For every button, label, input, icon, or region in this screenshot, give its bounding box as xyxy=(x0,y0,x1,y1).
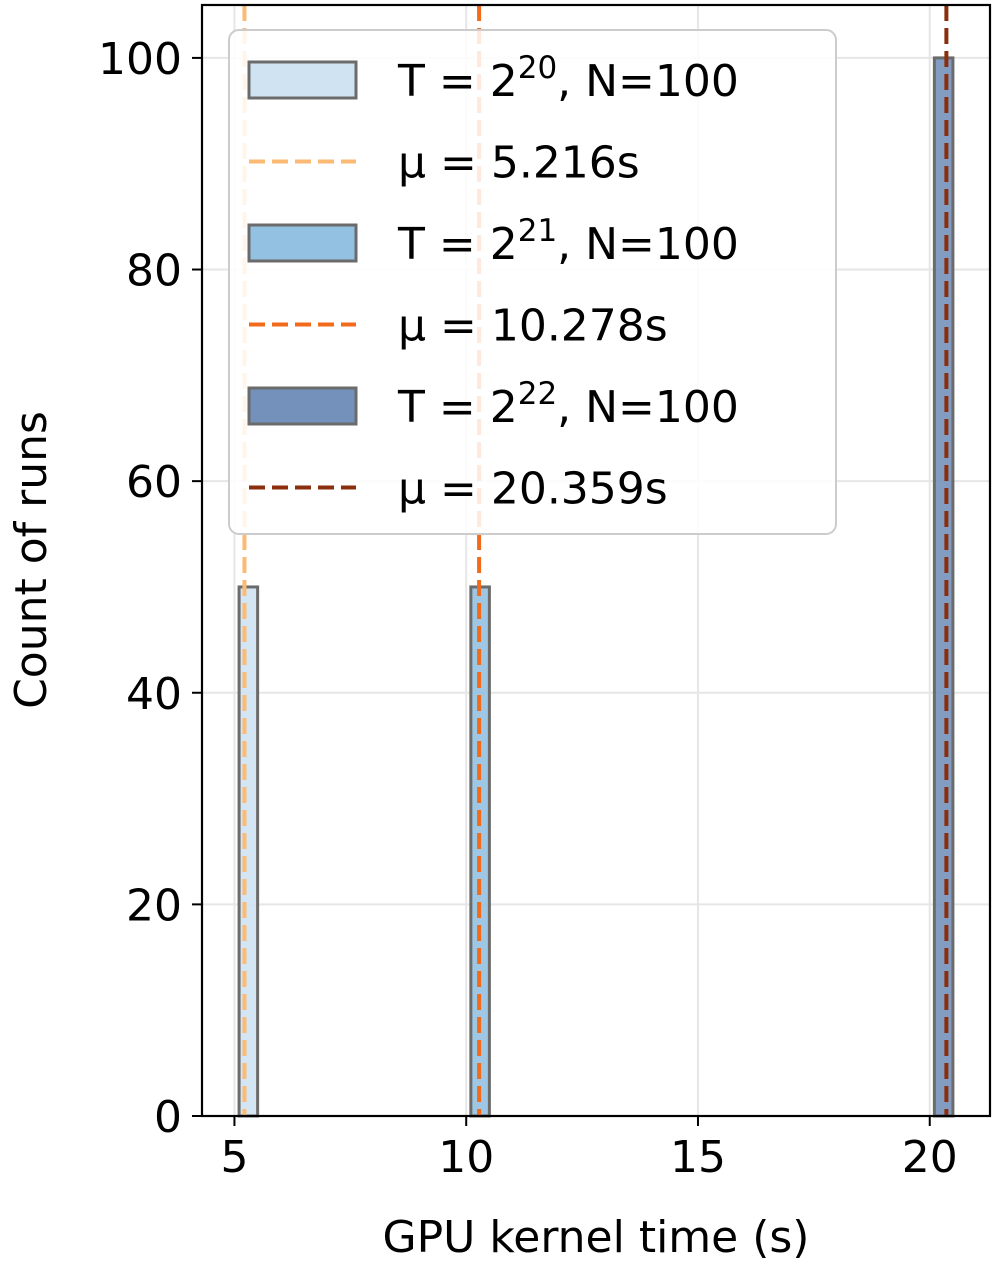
plot-frame xyxy=(200,3,992,1118)
legend-label-mean-1: μ = 10.278s xyxy=(398,301,668,352)
y-tick-label-5: 100 xyxy=(98,34,182,85)
y-tick-label-3: 60 xyxy=(126,457,182,508)
legend-label-mean-0: μ = 5.216s xyxy=(398,138,640,189)
y-tick-label-0: 0 xyxy=(154,1092,182,1143)
legend: T = 220, N=100 μ = 5.216s T = 221, N=100 μ … xyxy=(228,29,837,535)
legend-box xyxy=(228,29,837,535)
x-axis-ticks: 5 10 15 20 xyxy=(220,1116,958,1183)
legend-label-mean-2: μ = 20.359s xyxy=(398,464,668,515)
legend-label-series-0: T = 220, N=100 xyxy=(397,50,739,107)
legend-label-series-1: T = 221, N=100 xyxy=(397,213,739,270)
x-tick-label-1: 10 xyxy=(438,1132,494,1183)
y-axis-ticks: 0 20 40 60 80 100 xyxy=(98,34,202,1143)
legend-label-series-2: T = 222, N=100 xyxy=(397,376,739,433)
y-tick-label-1: 20 xyxy=(126,880,182,931)
legend-swatch-series-1 xyxy=(247,223,358,263)
legend-swatch-series-0 xyxy=(247,60,358,100)
legend-swatch-series-2 xyxy=(247,386,358,426)
bar-series-2-0 xyxy=(932,56,955,1118)
bar-series-1-0 xyxy=(469,585,491,1118)
y-axis-label: Count of runs xyxy=(6,411,57,709)
y-tick-label-2: 40 xyxy=(126,669,182,720)
x-tick-label-2: 15 xyxy=(670,1132,726,1183)
x-tick-label-0: 5 xyxy=(220,1132,248,1183)
x-axis-label: GPU kernel time (s) xyxy=(383,1212,810,1263)
y-tick-label-4: 80 xyxy=(126,246,182,297)
bar-series-0-0 xyxy=(237,585,260,1118)
x-tick-label-3: 20 xyxy=(902,1132,958,1183)
